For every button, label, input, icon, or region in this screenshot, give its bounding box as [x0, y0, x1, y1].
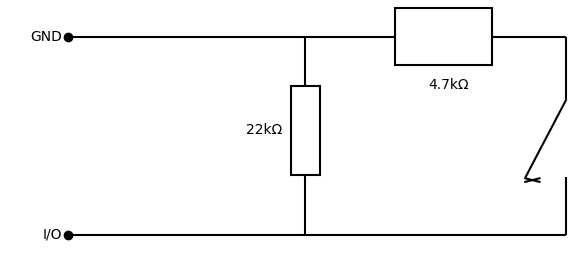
Text: 4.7kΩ: 4.7kΩ — [429, 78, 470, 92]
Text: I/O: I/O — [42, 228, 62, 242]
Bar — [394, 8, 492, 65]
Bar — [291, 86, 320, 175]
Text: GND: GND — [30, 29, 62, 44]
Text: 22kΩ: 22kΩ — [245, 123, 282, 138]
